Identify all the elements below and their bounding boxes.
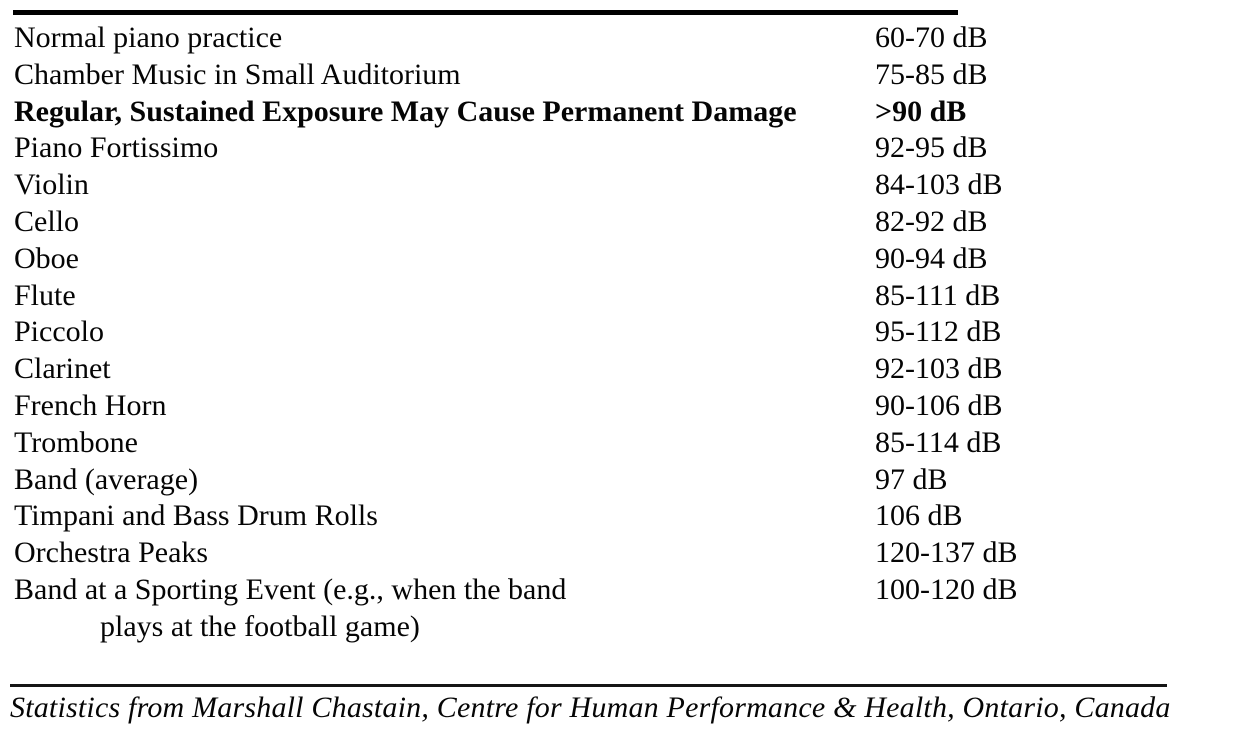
row-label: Piano Fortissimo: [14, 131, 219, 165]
row-value: 120-137 dB: [875, 536, 1018, 570]
row-value: 85-111 dB: [875, 278, 1001, 312]
row-label-line2: plays at the football game): [100, 609, 420, 643]
row-value: 92-95 dB: [875, 131, 988, 165]
row-label: Band (average): [14, 462, 199, 496]
row-value: 60-70 dB: [875, 21, 988, 54]
source-citation: Statistics from Marshall Chastain, Centr…: [10, 691, 1171, 724]
row-value: 90-94 dB: [875, 241, 988, 275]
row-value: 75-85 dB: [875, 57, 988, 91]
table-row: Trombone 85-114 dB: [14, 425, 1234, 462]
row-label: Violin: [14, 168, 89, 202]
table-row: Piano Fortissimo 92-95 dB: [14, 130, 1234, 167]
table-row-warning: Regular, Sustained Exposure May Cause Pe…: [14, 94, 1234, 131]
row-label: Flute: [14, 278, 76, 312]
row-label: Timpani and Bass Drum Rolls: [14, 499, 378, 533]
table-row: Normal piano practice 60-70 dB: [14, 20, 1234, 57]
row-value: >90 dB: [875, 94, 967, 128]
sound-level-table: Normal piano practice 60-70 dB Chamber M…: [14, 20, 1234, 646]
row-value: 95-112 dB: [875, 315, 1002, 349]
row-label: Clarinet: [14, 352, 111, 386]
row-label: Normal piano practice: [14, 21, 283, 54]
row-label-line1: Band at a Sporting Event (e.g., when the…: [14, 572, 567, 606]
bottom-rule-divider: [10, 684, 1167, 687]
row-label: Orchestra Peaks: [14, 536, 209, 570]
row-label: Piccolo: [14, 315, 104, 349]
table-row: French Horn 90-106 dB: [14, 388, 1234, 425]
table-row: Chamber Music in Small Auditorium 75-85 …: [14, 57, 1234, 94]
table-row: Oboe 90-94 dB: [14, 241, 1234, 278]
row-label: Trombone: [14, 425, 138, 459]
row-label: Cello: [14, 204, 79, 238]
table-row: Clarinet 92-103 dB: [14, 351, 1234, 388]
row-label: Chamber Music in Small Auditorium: [14, 57, 461, 91]
row-value: 82-92 dB: [875, 204, 988, 238]
table-row: Flute 85-111 dB: [14, 278, 1234, 315]
row-value: 90-106 dB: [875, 388, 1003, 422]
table-row: Orchestra Peaks 120-137 dB: [14, 535, 1234, 572]
table-row: Band at a Sporting Event (e.g., when the…: [14, 572, 1234, 646]
table-row: Piccolo 95-112 dB: [14, 314, 1234, 351]
row-value: 106 dB: [875, 499, 963, 533]
row-label: Oboe: [14, 241, 79, 275]
row-value: 97 dB: [875, 462, 948, 496]
table-row: Cello 82-92 dB: [14, 204, 1234, 241]
table-row: Band (average) 97 dB: [14, 462, 1234, 499]
row-value: 92-103 dB: [875, 352, 1003, 386]
row-value: 84-103 dB: [875, 168, 1003, 202]
row-label: Band at a Sporting Event (e.g., when the…: [14, 572, 875, 646]
row-value: 100-120 dB: [875, 572, 1018, 606]
row-label: Regular, Sustained Exposure May Cause Pe…: [14, 94, 797, 128]
table-row: Timpani and Bass Drum Rolls 106 dB: [14, 498, 1234, 535]
top-rule-divider: [13, 10, 958, 15]
table-row: Violin 84-103 dB: [14, 167, 1234, 204]
row-value: 85-114 dB: [875, 425, 1002, 459]
row-label: French Horn: [14, 388, 167, 422]
